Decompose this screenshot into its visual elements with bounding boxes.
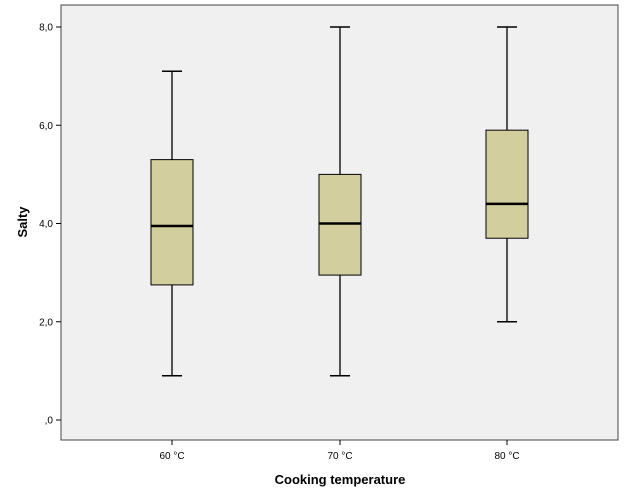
y-tick-label: 4,0 [39, 219, 53, 230]
boxes-group [150, 26, 529, 377]
y-tick-label: 6,0 [39, 121, 53, 132]
y-axis-title: Salty [15, 206, 30, 238]
iqr-box [150, 159, 194, 286]
y-tick-label: 8,0 [39, 23, 53, 34]
iqr-box [485, 129, 529, 239]
x-tick-label: 60 °C [159, 451, 184, 462]
x-tick-label: 80 °C [494, 451, 519, 462]
x-axis-title: Cooking temperature [275, 472, 406, 487]
box-1 [150, 70, 194, 377]
x-tick-label: 70 °C [327, 451, 352, 462]
x-axis: 60 °C 70 °C 80 °C [159, 440, 520, 462]
box-2 [318, 26, 362, 377]
y-tick-label: 2,0 [39, 317, 53, 328]
y-axis: ,0 2,0 4,0 6,0 8,0 [39, 23, 61, 427]
box-3 [485, 26, 529, 323]
y-tick-label: ,0 [45, 416, 54, 427]
